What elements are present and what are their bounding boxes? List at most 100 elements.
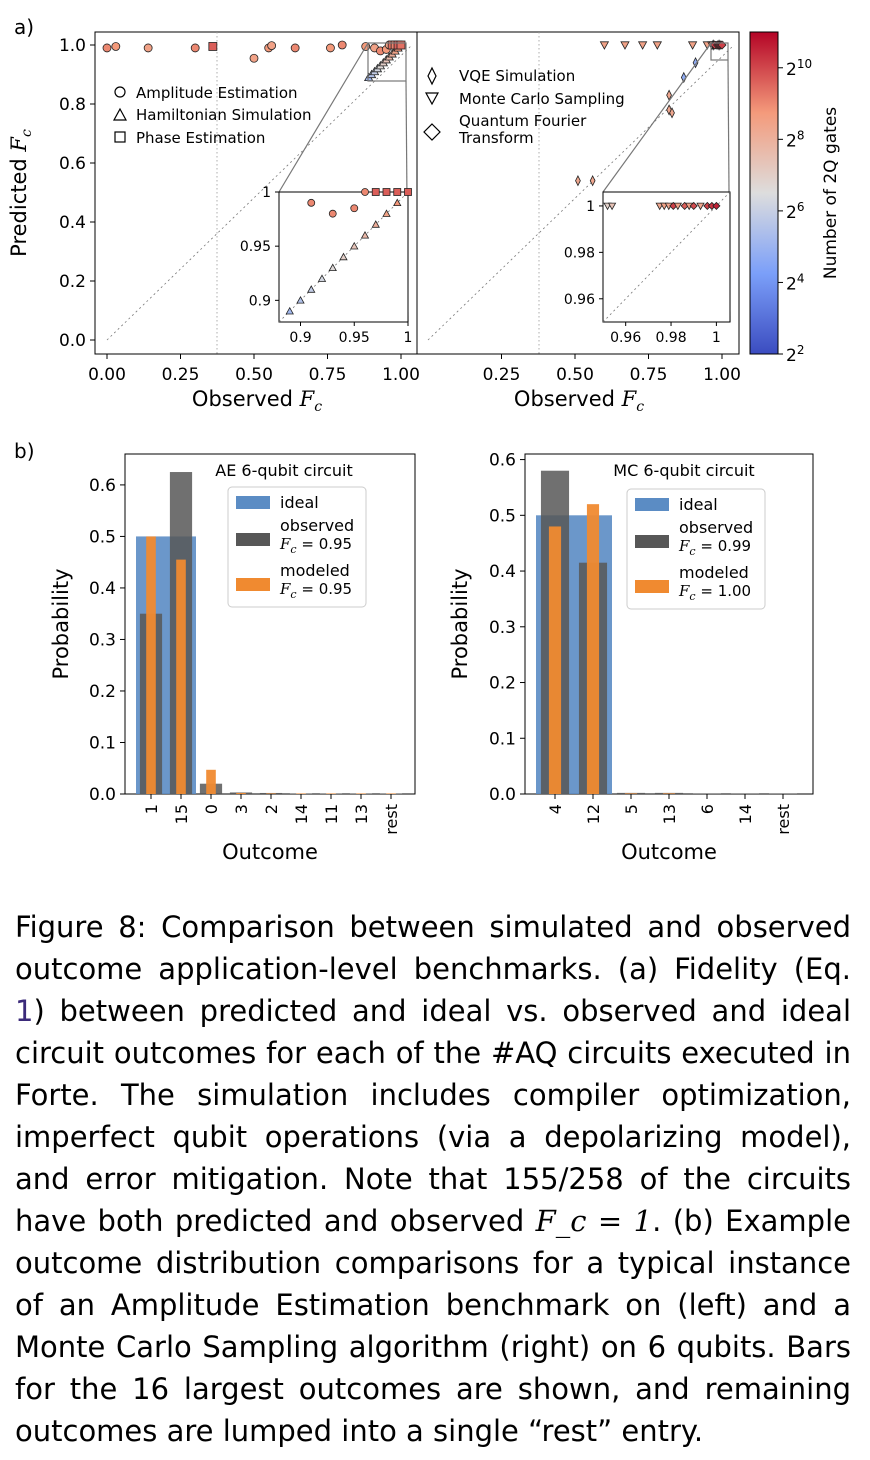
modeled-bar [146, 536, 156, 794]
left-y-axis-label: Predicted Fc [7, 129, 35, 257]
legend-observed-fc: Fc = 0.95 [279, 535, 352, 556]
legend-thin-diamond-marker [427, 66, 437, 86]
left-y-ticks: 0.0 0.2 0.4 0.6 0.8 1.0 [59, 36, 95, 351]
left-inset-data-point [328, 263, 337, 272]
colorbar-tick-label: 28 [786, 128, 804, 151]
legend-ideal-swatch [236, 496, 270, 509]
right-inset-y-tick-label: 0.96 [564, 292, 595, 308]
x-tick-label: 15 [172, 804, 191, 824]
modeled-bar [662, 793, 676, 794]
x-tick-label: 13 [352, 804, 371, 824]
left-data-point [208, 42, 218, 51]
right-x-tick-label: 0.25 [483, 365, 521, 385]
left-inset-points [285, 188, 412, 315]
legend-modeled-label: modeled [280, 561, 350, 580]
right-x-ticks: 0.25 0.50 0.75 1.00 [483, 354, 741, 385]
modeled-bar [326, 793, 336, 794]
right-x-tick-label: 0.75 [630, 365, 668, 385]
right-legend: VQE Simulation Monte Carlo Sampling Quan… [423, 66, 625, 147]
left-x-tick-label: 0.75 [309, 365, 347, 385]
right-data-point [637, 41, 648, 50]
right-data-point [575, 175, 581, 187]
left-inset-data-point [328, 209, 337, 218]
bar-chart-title: MC 6-qubit circuit [613, 461, 754, 480]
y-axis-label: Probability [49, 568, 73, 679]
x-tick-label: rest [774, 804, 793, 835]
left-zoom-box [367, 42, 407, 82]
right-data-point [589, 175, 596, 187]
caption-part1: Figure 8: Comparison between simulated a… [15, 910, 851, 986]
left-inset-data-point [393, 198, 402, 207]
right-data-point [599, 41, 610, 50]
legend-vqe-simulation: VQE Simulation [459, 67, 575, 85]
left-y-tick-label: 0.2 [59, 272, 86, 292]
right-data-point [652, 41, 662, 50]
left-data-point [190, 43, 200, 53]
x-axis-label: Outcome [621, 840, 717, 864]
modeled-bar [548, 526, 562, 794]
y-tick-label: 0.4 [89, 579, 116, 599]
figure-8: a) 0.00 0.25 0.50 0.75 1.00 0.00.20.40.60.81… [7, 15, 841, 864]
legend-amplitude-estimation: Amplitude Estimation [136, 84, 298, 102]
modeled-bar [206, 769, 216, 794]
left-inset-data-point [371, 220, 380, 228]
figure-caption: Figure 8: Comparison between simulated a… [15, 906, 851, 1452]
legend-qft-line2: Transform [458, 129, 534, 147]
right-inset-y-tick-label: 1 [586, 199, 595, 215]
legend-modeled-fc: Fc = 0.95 [279, 580, 352, 601]
right-inset-x-tick-label: 1 [712, 330, 721, 346]
x-tick-label: 3 [232, 804, 251, 814]
left-inset-x-tick-label: 0.9 [289, 330, 311, 346]
x-tick-label: 4 [546, 804, 565, 814]
left-data-point [290, 43, 300, 53]
right-data-point [687, 41, 698, 50]
colorbar [749, 31, 779, 355]
left-inset-data-point [361, 188, 369, 196]
bar-chart-title: AE 6-qubit circuit [215, 461, 352, 480]
x-tick-label: 5 [622, 804, 641, 814]
left-legend: Amplitude Estimation Hamiltonian Simulat… [112, 84, 312, 147]
panel-b-label: b) [14, 439, 35, 463]
left-y-tick-label: 0.6 [59, 154, 86, 174]
right-inset-data-point [689, 201, 698, 210]
x-tick-label: 12 [584, 804, 603, 824]
modeled-bar [356, 793, 366, 794]
legend-square-marker [114, 131, 126, 143]
legend-ideal-swatch [635, 498, 669, 511]
left-inset-data-point [382, 188, 391, 196]
x-axis-label: Outcome [222, 840, 318, 864]
x-tick-label: 14 [736, 804, 755, 824]
legend-observed-label: observed [679, 518, 753, 537]
y-axis-label: Probability [448, 568, 472, 679]
right-x-tick-label: 0.50 [556, 365, 594, 385]
legend-circle-marker [114, 86, 126, 98]
left-x-tick-label: 1.00 [382, 365, 420, 385]
left-data-point [143, 43, 153, 53]
y-tick-label: 0.5 [489, 506, 516, 526]
modeled-bar [586, 504, 600, 794]
left-identity-line [106, 44, 413, 341]
bar-legend-box [626, 488, 766, 610]
y-tick-label: 0.3 [489, 618, 516, 638]
left-data-point [249, 53, 259, 63]
colorbar-ticks: 210 28 26 24 22 [778, 57, 812, 366]
y-tick-label: 0.2 [89, 682, 116, 702]
mc-bar-chart: 0.0 0.1 0.2 0.3 0.4 0.5 0.6 4 12 5 13 6 14 rest MC 6-q… [448, 451, 814, 864]
left-x-tick-label: 0.00 [88, 365, 126, 385]
ae-bar-chart: 0.0 0.1 0.2 0.3 0.4 0.5 0.6 1 15 0 3 2 14 11 13 rest AE … [49, 453, 416, 864]
x-tick-label: 6 [698, 804, 717, 814]
right-zoom-connector [602, 42, 712, 193]
bar-legend-box [227, 486, 367, 608]
right-inset-identity-line [602, 191, 731, 323]
legend-ideal-label: ideal [280, 493, 319, 512]
y-tick-label: 0.0 [89, 785, 116, 805]
x-tick-label: 14 [292, 804, 311, 824]
equation-ref-link[interactable]: 1 [15, 994, 34, 1028]
y-tick-label: 0.2 [489, 674, 516, 694]
x-tick-label: 0 [202, 804, 221, 814]
left-inset-data-point [360, 231, 370, 239]
right-inset-y-tick-label: 0.98 [564, 245, 595, 261]
left-data-point [102, 43, 112, 53]
right-scatter-frame [416, 31, 740, 355]
y-tick-label: 0.6 [489, 451, 516, 471]
